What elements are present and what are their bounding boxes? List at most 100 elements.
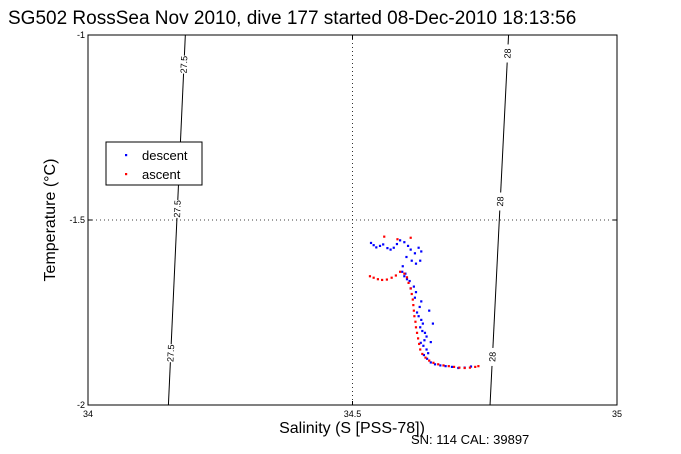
isopycnal-label-1-1: 28 (495, 196, 505, 207)
ascent-point-2 (376, 278, 379, 281)
legend: descent ascent (105, 141, 203, 186)
ascent-point-14 (412, 304, 415, 307)
descent-point-17 (414, 262, 418, 265)
ascent-point-17 (414, 320, 417, 323)
descent-point-5 (386, 247, 389, 250)
ascent-point-1 (372, 276, 375, 279)
grid (88, 35, 617, 405)
ascent-point-20 (416, 337, 420, 340)
y-axis-label: Temperature (°C) (42, 159, 59, 282)
descent-point-47 (439, 364, 442, 367)
descent-point-43 (422, 353, 426, 357)
legend-swatch-descent (125, 154, 128, 157)
x-tick-label-2: 35 (612, 409, 622, 419)
descent-point-48 (444, 365, 447, 368)
descent-point-1 (372, 244, 375, 247)
chart-title: SG502 RossSea Nov 2010, dive 177 started… (8, 8, 576, 29)
ascent-point-3 (381, 278, 384, 282)
descent-point-31 (417, 315, 420, 318)
descent-point-14 (417, 246, 420, 249)
descent-point-36 (423, 331, 427, 334)
descent-point-15 (420, 250, 423, 253)
descent-point-23 (405, 278, 409, 281)
isopycnal-line-28 (489, 34, 510, 406)
descent-point-24 (408, 279, 411, 283)
isopycnal-label-0-1: 27.5 (172, 200, 183, 218)
isopycnal-label-bg-1-2 (488, 347, 497, 367)
ascent-point-0 (368, 275, 372, 278)
ascent-point-5 (390, 276, 393, 279)
ascent-point-24 (424, 356, 427, 359)
descent-point-28 (420, 300, 423, 303)
descent-point-49 (450, 365, 454, 368)
ascent-point-13 (411, 298, 414, 301)
descent-point-0 (369, 241, 373, 245)
descent-point-20 (401, 265, 404, 268)
descent-point-52 (469, 365, 473, 368)
descent-point-42 (427, 352, 430, 355)
ascent-point-8 (403, 272, 406, 275)
descent-point-38 (423, 339, 426, 342)
ascent-point-9 (405, 276, 409, 279)
ascent-point-27 (437, 363, 440, 366)
ascent-point-10 (407, 281, 410, 284)
descent-point-9 (399, 239, 402, 242)
ascent-point-15 (412, 309, 415, 312)
ascent-point-23 (421, 352, 424, 356)
ascent-point-30 (452, 365, 456, 368)
descent-point-35 (421, 329, 424, 333)
y-tick-label-1: -1.5 (69, 215, 85, 225)
descent-point-41 (425, 348, 428, 351)
ascent-point-6 (394, 274, 397, 277)
ascent-point-4 (385, 278, 388, 281)
ascent-point-35 (477, 365, 480, 368)
ascent-point-16 (413, 315, 416, 318)
ascent-point-34 (474, 365, 477, 368)
y-tick-label-2: -2 (77, 400, 85, 410)
descent-point-7 (392, 246, 395, 249)
descent-point-2 (375, 246, 378, 249)
isopycnal-label-bg-0-0 (179, 55, 189, 74)
ascent-point-25 (428, 359, 431, 362)
descent-point-30 (415, 311, 419, 314)
ascent-point-26 (432, 361, 435, 364)
descent-point-46 (433, 363, 437, 366)
footer-serial: SN: 114 CAL: 39897 (411, 432, 529, 447)
descent-point-26 (414, 291, 418, 294)
ascent-point-36 (383, 235, 386, 238)
data-points (368, 235, 480, 370)
isopycnal-label-bg-0-2 (166, 344, 176, 363)
descent-point-13 (413, 252, 417, 255)
ascent-point-11 (409, 287, 412, 290)
descent-point-44 (425, 357, 429, 360)
descent-point-39 (419, 341, 422, 344)
ascent-point-21 (418, 342, 421, 346)
descent-point-32 (420, 318, 423, 321)
isopycnal-label-bg-0-1 (172, 199, 182, 219)
descent-point-25 (412, 285, 415, 288)
descent-point-8 (395, 242, 399, 246)
isopycnal-line-27.5 (167, 34, 186, 406)
ascent-point-31 (458, 366, 461, 369)
legend-box (105, 141, 203, 186)
ascent-point-12 (410, 292, 413, 296)
descent-point-16 (419, 259, 422, 262)
descent-point-6 (389, 248, 392, 251)
ascent-point-38 (409, 236, 412, 239)
ascent-point-19 (415, 331, 419, 334)
descent-point-53 (429, 341, 432, 344)
x-tick-label-0: 34 (83, 409, 93, 419)
descent-point-33 (421, 322, 424, 325)
isopycnal-lines: 27.5 27.5 27.5 28 28 28 (165, 34, 513, 406)
descent-point-3 (378, 244, 382, 247)
descent-point-18 (410, 259, 413, 262)
isopycnal-label-0-2: 27.5 (165, 344, 176, 362)
axis-ticks: 34 34.5 35 -1 -1.5 -2 (69, 30, 622, 419)
descent-point-10 (403, 241, 406, 244)
descent-point-37 (425, 335, 428, 338)
legend-label-ascent: ascent (142, 167, 181, 182)
legend-label-descent: descent (142, 148, 188, 163)
ascent-point-22 (419, 348, 422, 351)
descent-point-55 (428, 309, 431, 312)
